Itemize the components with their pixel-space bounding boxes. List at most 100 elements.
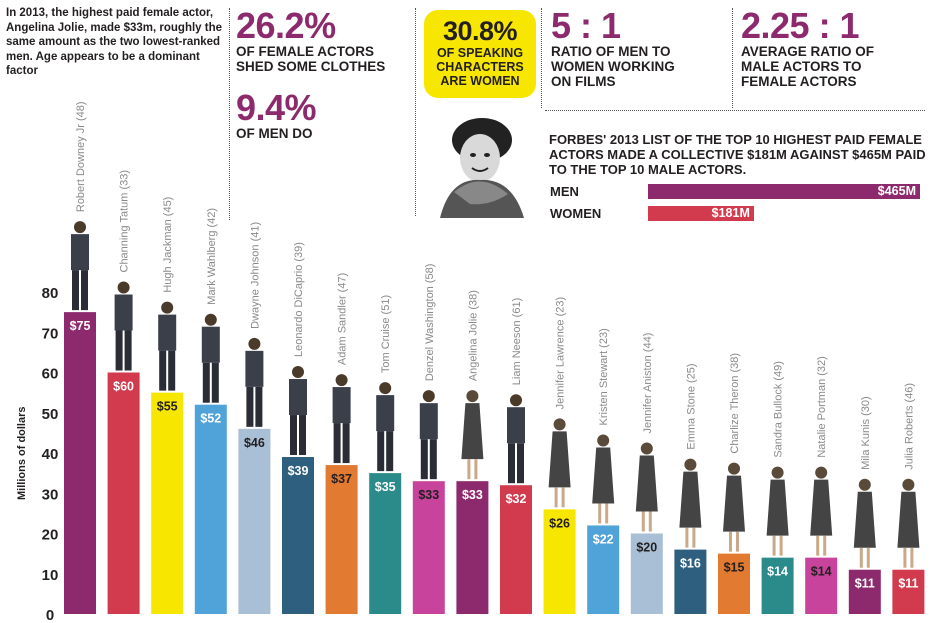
actor-name-label: Dwayne Johnson (41) [249, 222, 261, 329]
y-tick-label: 30 [42, 486, 59, 503]
stat-value: 9.4% [236, 87, 317, 128]
actor-figure [332, 374, 351, 464]
actor-figure [635, 442, 658, 532]
stat-text: OF MEN DO [236, 126, 313, 141]
actor-name-label: Sandra Bullock (49) [773, 361, 785, 458]
bar [456, 481, 489, 614]
stat-text: RATIO OF MEN TO WOMEN WORKING ON FILMS [551, 44, 675, 89]
bar-value-label: $52 [200, 412, 221, 426]
actor-name-label: Angelina Jolie (38) [467, 290, 479, 381]
women-total-label: WOMEN [550, 206, 602, 221]
actor-name-label: Channing Tatum (33) [119, 170, 131, 273]
actor-figure [201, 313, 220, 403]
y-tick-label: 80 [42, 285, 59, 302]
stat-male-clothes: 9.4% OF MEN DO [236, 87, 411, 142]
bar [718, 553, 750, 614]
intro-text: In 2013, the highest paid female actor, … [6, 7, 223, 77]
actor-figure [853, 478, 876, 568]
actor-figure [723, 462, 745, 552]
bar [282, 457, 314, 614]
actor-figure [548, 418, 571, 508]
forbes-text: FORBES' 2013 LIST OF THE TOP 10 HIGHEST … [549, 132, 926, 177]
actor-name-label: Emma Stone (25) [685, 363, 697, 449]
actor-name-label: Hugh Jackman (45) [162, 197, 174, 293]
actor-name-label: Kristen Stewart (23) [598, 328, 610, 425]
actor-name-label: Julia Roberts (46) [903, 383, 915, 470]
stat-value: 30.8% [442, 16, 518, 46]
actor-name-label: Mark Wahlberg (42) [206, 208, 218, 305]
actor-figure [507, 394, 525, 484]
y-tick-label: 70 [42, 325, 59, 342]
y-tick-label: 20 [42, 527, 59, 544]
bar [630, 533, 663, 614]
bar [805, 557, 838, 614]
divider [229, 8, 230, 220]
bar [107, 372, 140, 614]
bar-value-label: $55 [157, 400, 178, 414]
bar-value-label: $33 [462, 488, 483, 502]
stat-text: AVERAGE RATIO OF MALE ACTORS TO FEMALE A… [741, 44, 875, 89]
y-tick-label: 40 [42, 446, 59, 463]
bar-value-label: $20 [636, 541, 657, 555]
actor-figure [679, 458, 702, 548]
bar-value-label: $22 [593, 532, 614, 546]
bar-value-label: $11 [855, 577, 875, 591]
men-total-label: MEN [550, 184, 579, 199]
actor-figure [114, 281, 133, 371]
stat-text: OF FEMALE ACTORS SHED SOME CLOTHES [236, 44, 386, 74]
bar-value-label: $32 [506, 492, 527, 506]
bar-value-label: $16 [680, 557, 701, 571]
actress-portrait-illustration [440, 118, 524, 218]
bar-value-label: $75 [70, 319, 91, 333]
bar [151, 392, 184, 614]
actor-name-label: Robert Downey Jr (48) [75, 101, 87, 212]
stat-speaking-callout: 30.8% OF SPEAKING CHARACTERS ARE WOMEN [424, 10, 536, 98]
stat-working-ratio: 5 : 1 RATIO OF MEN TO WOMEN WORKING ON F… [551, 5, 726, 90]
bar [325, 465, 358, 614]
bar-value-label: $33 [418, 488, 439, 502]
actor-figure [71, 221, 89, 311]
bar [412, 481, 445, 614]
men-total-bar: $465M [648, 184, 920, 199]
divider [545, 110, 925, 111]
bar [761, 557, 794, 614]
y-tick-label: 60 [42, 366, 59, 383]
actor-figure [289, 366, 307, 456]
bar-value-label: $35 [375, 480, 396, 494]
divider [541, 8, 542, 108]
y-tick-label: 50 [42, 406, 59, 423]
actor-name-label: Leonardo DiCaprio (39) [293, 242, 305, 357]
bar-value-label: $26 [549, 516, 570, 530]
actor-figure [158, 301, 177, 391]
actor-figure [461, 390, 484, 480]
stat-text: OF SPEAKING CHARACTERS ARE WOMEN [436, 46, 524, 88]
y-tick-label: 0 [46, 607, 54, 623]
y-tick-label: 10 [42, 567, 59, 584]
bar-value-label: $14 [767, 565, 788, 579]
stat-female-clothes: 26.2% OF FEMALE ACTORS SHED SOME CLOTHES [236, 8, 411, 75]
actor-name-label: Denzel Washington (58) [424, 264, 436, 382]
bar [500, 485, 532, 614]
bar-value-label: $37 [331, 472, 352, 486]
bar [194, 404, 227, 614]
bar [848, 569, 881, 614]
bar-value-label: $39 [288, 464, 309, 478]
actor-name-label: Tom Cruise (51) [380, 295, 392, 373]
actor-figure [897, 478, 920, 568]
bar-value-label: $11 [898, 577, 918, 591]
bar [892, 569, 925, 614]
actor-name-label: Jennifer Aniston (44) [642, 333, 654, 434]
actor-name-label: Mila Kunis (30) [860, 396, 872, 469]
actor-name-label: Charlize Theron (38) [729, 353, 741, 454]
stat-value: 5 : 1 [551, 5, 621, 46]
actor-figure [245, 337, 264, 427]
actor-figure [376, 382, 395, 472]
men-total-value: $465M [877, 184, 916, 198]
bar [369, 473, 402, 614]
bar [543, 509, 576, 614]
actor-figure [592, 434, 615, 524]
divider [732, 8, 733, 108]
actor-figure [419, 390, 438, 480]
bar [587, 525, 620, 614]
